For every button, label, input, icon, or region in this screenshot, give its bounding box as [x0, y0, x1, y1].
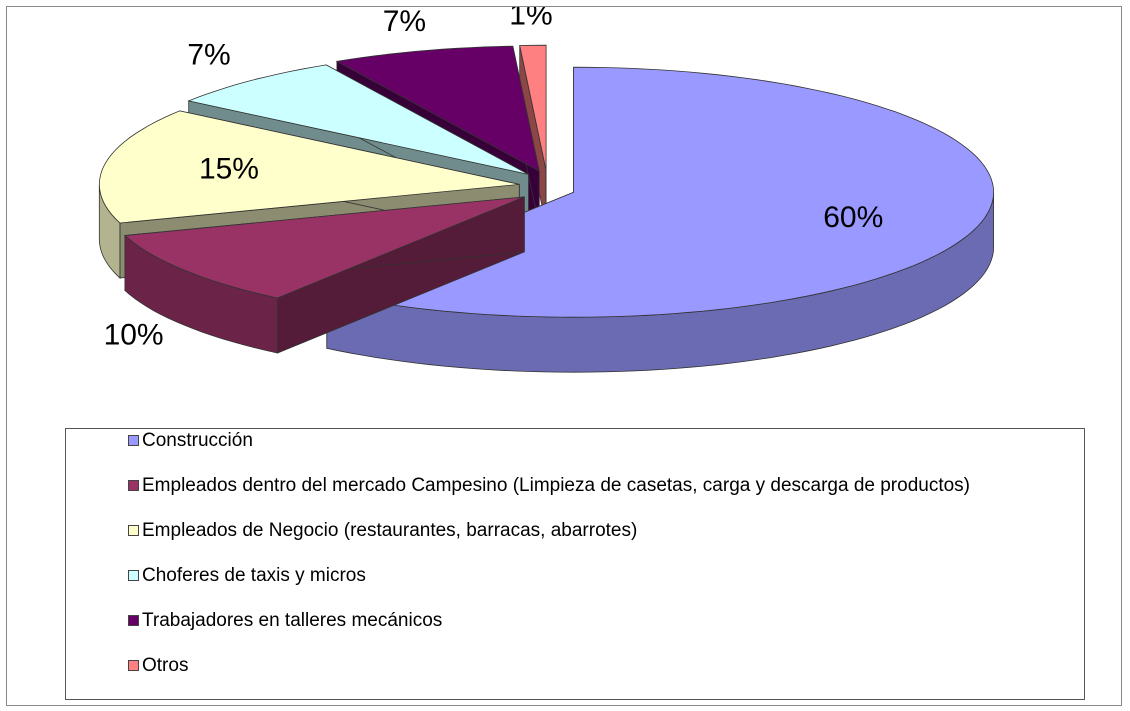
slice-top	[98, 110, 520, 224]
chart-frame: 60% 10% 15% 7% 7% 1% Construcción Empleados de…	[6, 6, 1122, 706]
slice-top	[519, 44, 547, 171]
legend-item: Otros	[128, 656, 1048, 701]
slice	[123, 196, 525, 354]
legend-swatch	[128, 480, 139, 491]
legend-label: Choferes de taxis y micros	[142, 565, 366, 586]
legend-label: Empleados dentro del mercado Campesino (…	[142, 475, 971, 496]
legend-label: Empleados de Negocio (restaurantes, barr…	[142, 520, 638, 541]
data-label: 7%	[383, 7, 426, 38]
pie-chart: 60% 10% 15% 7% 7% 1%	[98, 7, 995, 373]
legend-item: Empleados de Negocio (restaurantes, barr…	[128, 521, 1048, 566]
legend-item: Trabajadores en talleres mecánicos	[128, 611, 1048, 656]
data-label: 15%	[199, 153, 259, 186]
legend: Construcción Empleados dentro del mercado…	[65, 428, 1085, 700]
legend-label: Construcción	[142, 430, 253, 451]
legend-item: Choferes de taxis y micros	[128, 566, 1048, 611]
data-label: 7%	[187, 38, 230, 71]
data-label: 10%	[104, 318, 164, 351]
data-label: 1%	[509, 7, 552, 31]
legend-swatch	[128, 615, 139, 626]
slice-top	[335, 45, 540, 172]
data-label: 60%	[823, 201, 883, 234]
legend-label: Trabajadores en talleres mecánicos	[142, 610, 443, 631]
legend-swatch	[128, 660, 139, 671]
slice-top	[123, 196, 525, 299]
legend-label: Otros	[142, 655, 189, 676]
legend-swatch	[128, 570, 139, 581]
slice-top	[187, 64, 529, 175]
legend-item: Construcción	[128, 431, 1048, 476]
legend-swatch	[128, 435, 139, 446]
legend-item: Empleados dentro del mercado Campesino (…	[128, 476, 1048, 521]
legend-swatch	[128, 525, 139, 536]
